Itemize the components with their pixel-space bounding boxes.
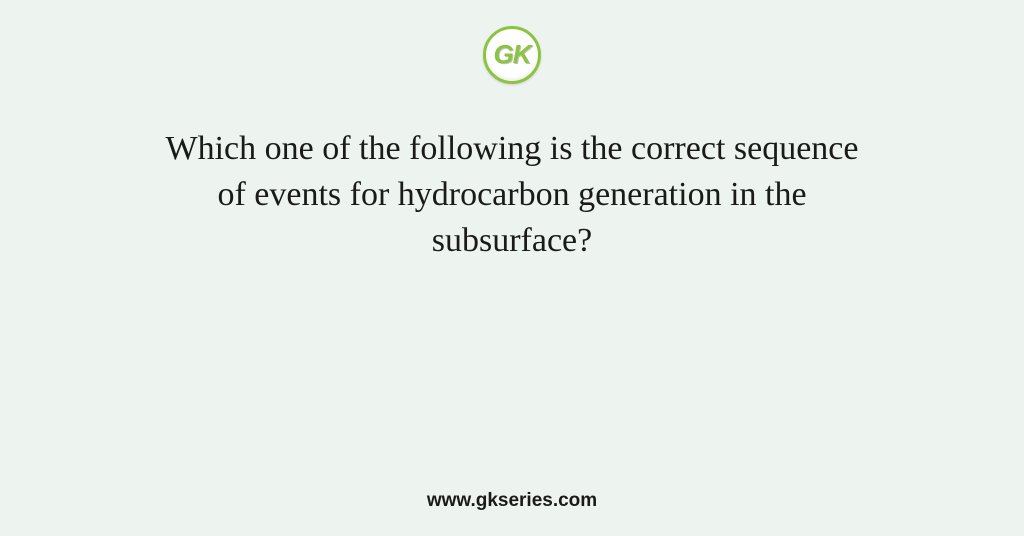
site-url: www.gkseries.com bbox=[427, 490, 597, 512]
gk-logo: GK bbox=[483, 26, 541, 84]
logo-text: GK bbox=[494, 39, 531, 70]
logo-container: GK bbox=[483, 26, 541, 84]
question-text: Which one of the following is the correc… bbox=[162, 126, 862, 264]
